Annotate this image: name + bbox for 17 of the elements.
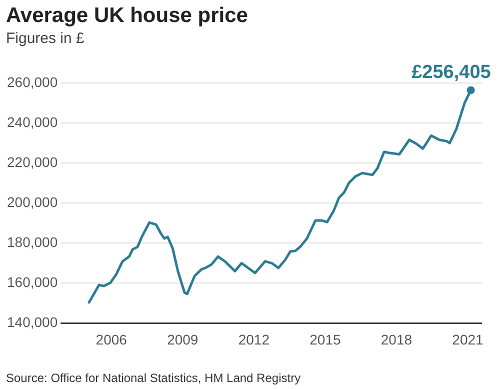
chart-title: Average UK house price bbox=[6, 4, 249, 28]
source-note: Source: Office for National Statistics, HM Land Registry bbox=[6, 371, 301, 385]
x-tick-label: 2009 bbox=[167, 331, 198, 348]
annotation: £256,405 bbox=[412, 62, 492, 83]
x-tick-label: 2006 bbox=[96, 331, 128, 348]
x-tick-label: 2012 bbox=[238, 331, 270, 348]
y-tick-label: 200,000 bbox=[6, 194, 58, 210]
chart-subtitle: Figures in £ bbox=[6, 30, 86, 47]
y-tick-label: 160,000 bbox=[6, 274, 58, 290]
y-tick-label: 240,000 bbox=[6, 114, 58, 130]
y-tick-label: 220,000 bbox=[6, 154, 58, 170]
x-tick-label: 2015 bbox=[310, 331, 341, 348]
x-tick-label: 2018 bbox=[380, 331, 412, 348]
y-tick-label: 180,000 bbox=[6, 234, 58, 250]
x-tick-label: 2021 bbox=[452, 331, 484, 348]
y-tick-label: 140,000 bbox=[6, 314, 58, 330]
y-tick-label: 260,000 bbox=[6, 74, 58, 90]
